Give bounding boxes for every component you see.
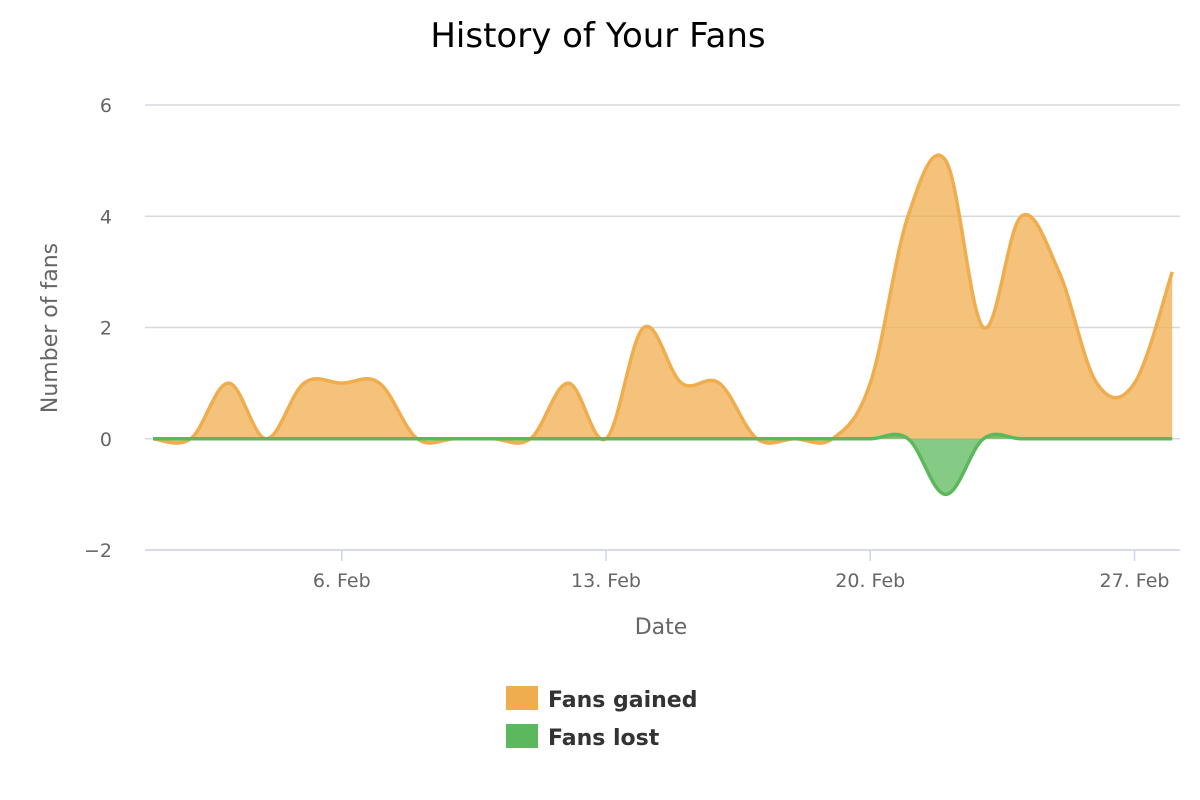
x-tick-label: 13. Feb xyxy=(571,570,641,592)
y-tick-label: 2 xyxy=(100,318,112,340)
legend-item-fans-gained[interactable]: Fans gained xyxy=(506,686,697,713)
legend-swatch-fans-gained xyxy=(506,686,538,710)
legend-item-fans-lost[interactable]: Fans lost xyxy=(506,724,660,751)
series-areas xyxy=(152,153,1174,497)
y-tick-label: 0 xyxy=(100,429,112,451)
y-tick-label: 4 xyxy=(100,206,112,228)
legend: Fans gained Fans lost xyxy=(506,686,697,751)
area-fill-fans-lost xyxy=(153,434,1173,495)
area-line-fans-lost[interactable] xyxy=(152,432,1173,497)
x-tick-label: 20. Feb xyxy=(835,570,905,592)
chart-title: History of Your Fans xyxy=(430,16,765,56)
y-axis-title: Number of fans xyxy=(38,243,63,413)
y-axis-ticks: 6 4 2 0 −2 xyxy=(84,95,112,562)
area-fill-fans-gained xyxy=(153,155,1173,444)
x-tick-label: 27. Feb xyxy=(1100,570,1170,592)
x-tick-label: 6. Feb xyxy=(313,570,371,592)
y-tick-label: −2 xyxy=(84,540,112,562)
legend-label-fans-gained: Fans gained xyxy=(548,688,697,713)
x-axis-title: Date xyxy=(635,615,688,640)
legend-swatch-fans-lost xyxy=(506,724,538,748)
y-tick-label: 6 xyxy=(100,95,112,117)
area-line-fans-gained[interactable] xyxy=(152,153,1174,445)
x-axis: 6. Feb 13. Feb 20. Feb 27. Feb xyxy=(145,549,1180,592)
legend-label-fans-lost: Fans lost xyxy=(548,726,660,751)
